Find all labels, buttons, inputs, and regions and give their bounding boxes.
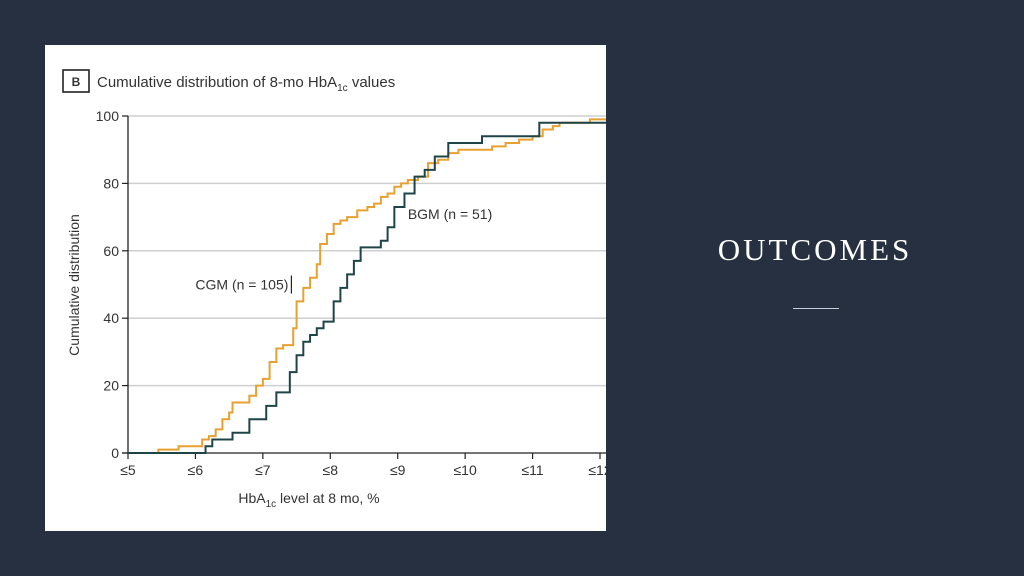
y-tick-label: 80	[103, 175, 119, 191]
panel-label: B	[72, 75, 81, 89]
title-divider	[793, 308, 839, 309]
panel-label-box	[62, 69, 90, 93]
y-tick-label: 0	[111, 445, 119, 461]
y-axis-label: Cumulative distribution	[66, 214, 82, 356]
y-tick-label: 100	[96, 108, 120, 124]
y-tick-label: 20	[103, 378, 119, 394]
series-annotations: CGM (n = 105) BGM (n = 51)	[195, 206, 492, 294]
series-line-cgm	[128, 118, 606, 454]
cdf-chart: B Cumulative distribution of 8-mo HbA1c …	[62, 69, 606, 510]
x-tick-label: ≤7	[255, 462, 271, 478]
x-axis-label-main: HbA	[238, 490, 266, 506]
chart-title-main: Cumulative distribution of 8-mo HbA	[97, 74, 337, 91]
y-tick-label: 40	[103, 310, 119, 326]
chart-title-end: values	[348, 74, 396, 91]
series-annotation-bgm: BGM (n = 51)	[408, 206, 492, 222]
gridlines	[128, 115, 606, 387]
chart-title: Cumulative distribution of 8-mo HbA1c va…	[97, 74, 395, 94]
series-line-bgm	[128, 121, 606, 454]
x-axis-label-end: level at 8 mo, %	[276, 490, 380, 506]
x-tick-label: ≤8	[323, 462, 339, 478]
series-annotation-cgm: CGM (n = 105)	[195, 277, 288, 293]
y-tick-label: 60	[103, 243, 119, 259]
x-tick-label: ≤9	[390, 462, 406, 478]
chart-title-subscript: 1c	[337, 83, 348, 94]
slide-title: OUTCOMES	[717, 232, 913, 267]
x-tick-label: ≤10	[454, 462, 477, 478]
data-series	[128, 118, 606, 454]
x-axis-label-subscript: 1c	[266, 499, 277, 510]
chart-figure: B Cumulative distribution of 8-mo HbA1c …	[45, 45, 606, 531]
x-tick-label: ≤12	[588, 462, 606, 478]
x-tick-label: ≤5	[120, 462, 136, 478]
tick-labels: 0 20 40 60 80 100 ≤5 ≤6 ≤7 ≤8 ≤9 ≤10 ≤11 ≤12	[96, 108, 606, 478]
x-tick-label: ≤11	[521, 462, 543, 478]
x-axis-label: HbA1c level at 8 mo, %	[238, 490, 379, 510]
x-tick-label: ≤6	[188, 462, 204, 478]
